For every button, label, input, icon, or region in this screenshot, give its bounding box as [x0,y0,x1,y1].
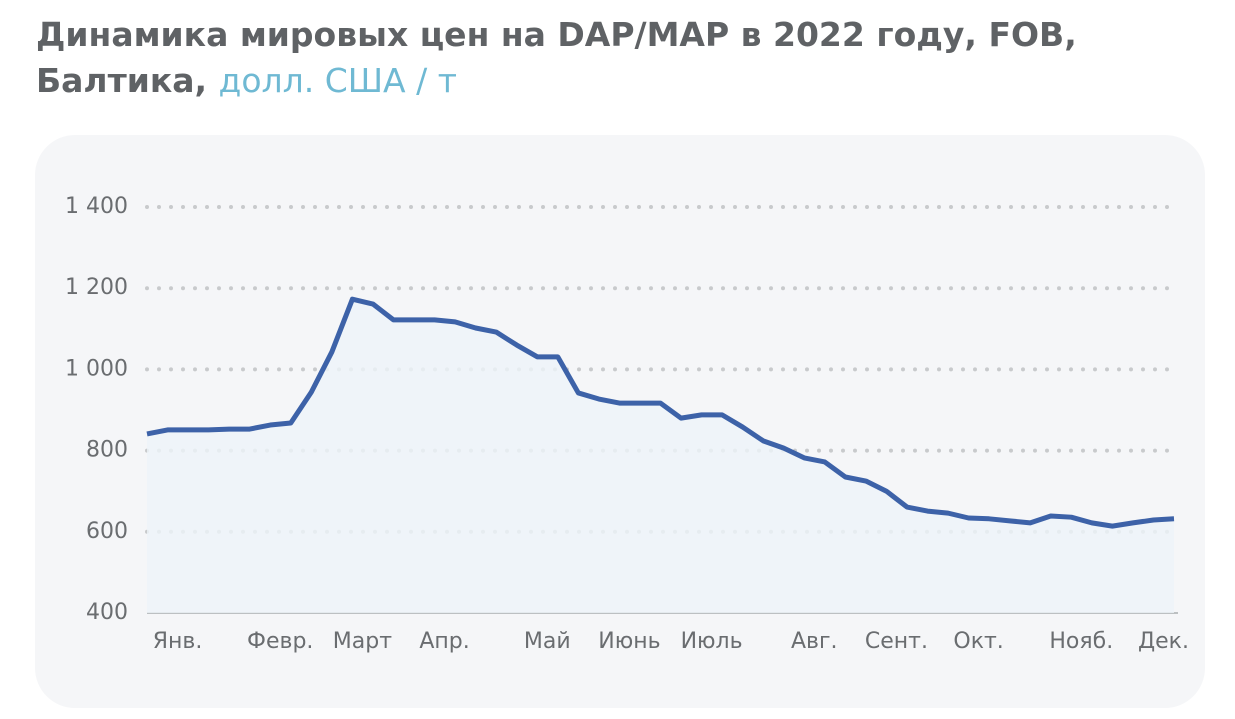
y-tick-label: 1 400 [65,194,128,219]
chart-subtitle: долл. США / т [218,61,457,100]
y-tick-label: 400 [86,600,128,625]
x-tick-label: Июнь [598,629,660,654]
x-tick-label: Июль [681,629,743,654]
x-tick-label: Февр. [247,629,313,654]
x-tick-label: Апр. [419,629,469,654]
y-tick-label: 600 [86,519,128,544]
chart-title: Динамика мировых цен на DAP/MAP в 2022 г… [36,15,1077,100]
title-block: Динамика мировых цен на DAP/MAP в 2022 г… [36,12,1196,104]
x-tick-label: Май [524,629,571,654]
line-area [147,299,1174,613]
line-series [146,296,1175,529]
x-tick-label: Окт. [953,629,1003,654]
x-tick-label: Дек. [1138,629,1189,654]
x-tick-label: Авг. [791,629,838,654]
x-tick-label: Сент. [865,629,928,654]
x-tick-label: Март [333,629,392,654]
x-tick-label: Янв. [153,629,203,654]
y-tick-label: 1 200 [65,275,128,300]
y-tick-label: 1 000 [65,356,128,381]
x-tick-label: Нояб. [1049,629,1113,654]
y-tick-label: 800 [86,438,128,463]
